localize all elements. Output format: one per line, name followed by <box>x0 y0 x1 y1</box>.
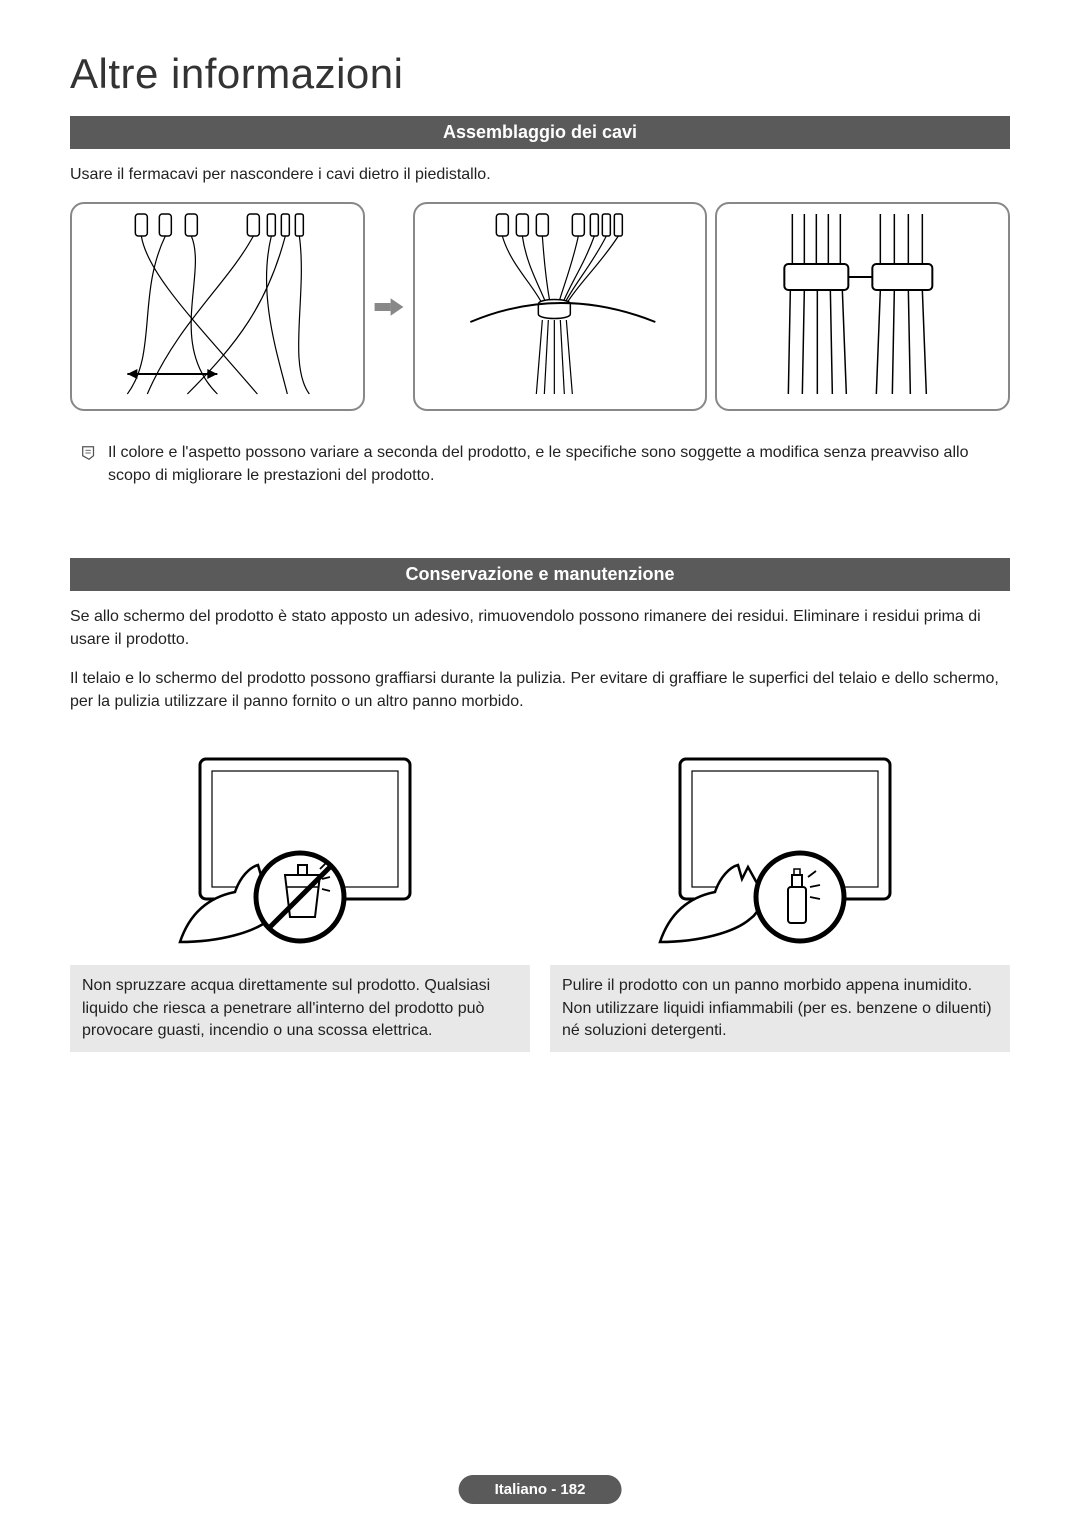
maintenance-para2: Il telaio e lo schermo del prodotto poss… <box>70 667 1010 713</box>
cable-diagram-before <box>70 202 365 411</box>
cable-diagram-detail <box>715 202 1010 411</box>
cable-diagram-after <box>413 202 708 411</box>
arrow-right-icon <box>373 293 405 321</box>
section-header-maintenance: Conservazione e manutenzione <box>70 558 1010 591</box>
note-row: Il colore e l'aspetto possono variare a … <box>70 441 1010 487</box>
page-footer: Italiano - 182 <box>459 1475 622 1504</box>
maintenance-para1: Se allo schermo del prodotto è stato app… <box>70 605 1010 651</box>
maintenance-col-right: Pulire il prodotto con un panno morbido … <box>550 729 1010 1052</box>
intro-text-cables: Usare il fermacavi per nascondere i cavi… <box>70 163 1010 186</box>
section-header-cables: Assemblaggio dei cavi <box>70 116 1010 149</box>
maintenance-columns: Non spruzzare acqua direttamente sul pro… <box>70 729 1010 1052</box>
maintenance-img-left <box>70 729 530 965</box>
note-text: Il colore e l'aspetto possono variare a … <box>108 441 1010 487</box>
caption-left: Non spruzzare acqua direttamente sul pro… <box>70 965 530 1052</box>
note-icon <box>80 444 98 462</box>
cable-diagram-row <box>70 202 1010 411</box>
maintenance-img-right <box>550 729 1010 965</box>
page-title: Altre informazioni <box>70 50 1010 98</box>
maintenance-col-left: Non spruzzare acqua direttamente sul pro… <box>70 729 530 1052</box>
caption-right: Pulire il prodotto con un panno morbido … <box>550 965 1010 1052</box>
